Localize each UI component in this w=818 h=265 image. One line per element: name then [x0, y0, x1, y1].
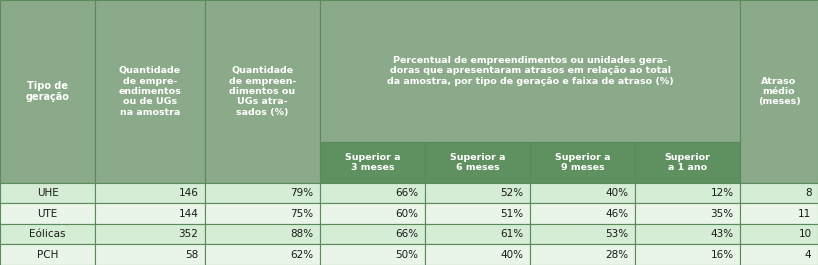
- Text: 12%: 12%: [710, 188, 734, 198]
- Bar: [635, 244, 740, 265]
- Bar: [205, 0, 320, 183]
- Bar: [425, 204, 530, 224]
- Text: 51%: 51%: [501, 209, 524, 219]
- Bar: [530, 224, 635, 245]
- Bar: [740, 224, 818, 245]
- Text: 79%: 79%: [290, 188, 313, 198]
- Bar: [205, 204, 320, 224]
- Bar: [740, 204, 818, 224]
- Text: 66%: 66%: [395, 229, 419, 239]
- Bar: [740, 183, 818, 204]
- Text: 50%: 50%: [395, 250, 419, 260]
- Text: 10: 10: [798, 229, 811, 239]
- Bar: [425, 224, 530, 245]
- Text: Superior a
6 meses: Superior a 6 meses: [450, 153, 506, 172]
- Bar: [0, 244, 95, 265]
- Text: 28%: 28%: [605, 250, 628, 260]
- Text: Quantidade
de empreen-
dimentos ou
UGs atra-
sados (%): Quantidade de empreen- dimentos ou UGs a…: [229, 66, 296, 117]
- Bar: [530, 142, 635, 183]
- Text: 40%: 40%: [605, 188, 628, 198]
- Bar: [0, 183, 95, 204]
- Text: 52%: 52%: [501, 188, 524, 198]
- Bar: [0, 0, 95, 183]
- Bar: [320, 244, 425, 265]
- Bar: [320, 183, 425, 204]
- Text: 62%: 62%: [290, 250, 313, 260]
- Text: Atraso
médio
(meses): Atraso médio (meses): [757, 77, 800, 106]
- Text: 43%: 43%: [710, 229, 734, 239]
- Text: Tipo de
geração: Tipo de geração: [25, 81, 70, 102]
- Bar: [530, 183, 635, 204]
- Text: Quantidade
de empre-
endimentos
ou de UGs
na amostra: Quantidade de empre- endimentos ou de UG…: [119, 66, 182, 117]
- Bar: [740, 0, 818, 183]
- Text: 146: 146: [178, 188, 199, 198]
- Text: 352: 352: [178, 229, 199, 239]
- Bar: [425, 142, 530, 183]
- Text: 75%: 75%: [290, 209, 313, 219]
- Text: Eólicas: Eólicas: [29, 229, 65, 239]
- Bar: [205, 244, 320, 265]
- Bar: [320, 142, 425, 183]
- Bar: [635, 183, 740, 204]
- Text: 40%: 40%: [501, 250, 524, 260]
- Text: Superior a
3 meses: Superior a 3 meses: [344, 153, 400, 172]
- Text: 4: 4: [805, 250, 811, 260]
- Bar: [530, 204, 635, 224]
- Text: 60%: 60%: [395, 209, 419, 219]
- Text: PCH: PCH: [37, 250, 58, 260]
- Bar: [635, 142, 740, 183]
- Bar: [95, 183, 205, 204]
- Bar: [0, 224, 95, 245]
- Text: UTE: UTE: [38, 209, 57, 219]
- Bar: [320, 0, 740, 142]
- Text: Superior a
9 meses: Superior a 9 meses: [555, 153, 610, 172]
- Bar: [425, 244, 530, 265]
- Bar: [740, 244, 818, 265]
- Text: 8: 8: [805, 188, 811, 198]
- Bar: [635, 204, 740, 224]
- Bar: [205, 183, 320, 204]
- Bar: [425, 183, 530, 204]
- Text: 16%: 16%: [710, 250, 734, 260]
- Text: Superior
a 1 ano: Superior a 1 ano: [664, 153, 711, 172]
- Text: 46%: 46%: [605, 209, 628, 219]
- Text: Percentual de empreendimentos ou unidades gera-
doras que apresentaram atrasos e: Percentual de empreendimentos ou unidade…: [387, 56, 673, 86]
- Bar: [95, 244, 205, 265]
- Text: 58: 58: [185, 250, 199, 260]
- Text: 144: 144: [178, 209, 199, 219]
- Bar: [95, 0, 205, 183]
- Text: UHE: UHE: [37, 188, 58, 198]
- Text: 66%: 66%: [395, 188, 419, 198]
- Bar: [205, 224, 320, 245]
- Bar: [0, 204, 95, 224]
- Text: 11: 11: [798, 209, 811, 219]
- Bar: [320, 224, 425, 245]
- Bar: [95, 224, 205, 245]
- Bar: [95, 204, 205, 224]
- Text: 53%: 53%: [605, 229, 628, 239]
- Bar: [320, 204, 425, 224]
- Text: 61%: 61%: [501, 229, 524, 239]
- Text: 88%: 88%: [290, 229, 313, 239]
- Bar: [530, 244, 635, 265]
- Bar: [635, 224, 740, 245]
- Text: 35%: 35%: [710, 209, 734, 219]
